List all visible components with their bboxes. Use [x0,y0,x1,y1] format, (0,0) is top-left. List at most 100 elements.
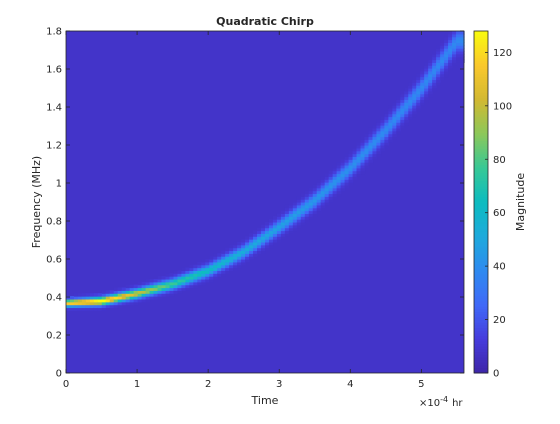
heatmap-cell [265,233,270,237]
colorbar-segment [474,244,488,248]
heatmap-cell [388,107,393,112]
heatmap-cell [149,290,155,294]
heatmap-cell [133,293,139,297]
heatmap-cell [328,184,334,189]
heatmap-cell [312,193,318,197]
heatmap-cell [368,127,374,132]
heatmap-cell [288,224,294,229]
colorbar-segment [474,167,488,171]
heatmap-cell [408,113,413,118]
heatmap-cell [384,125,389,129]
heatmap-cell [280,216,286,220]
heatmap-cell [165,293,171,297]
heatmap-cell [340,187,346,192]
heatmap-cell [432,68,437,72]
heatmap-cell [145,293,151,297]
heatmap-cell [356,142,362,146]
heatmap-cell [272,233,278,237]
heatmap-cell [396,102,401,106]
heatmap-cell [129,293,135,297]
heatmap-cell [276,219,282,223]
heatmap-cell [257,239,262,243]
heatmap-cell [348,182,354,186]
colorbar-segment [474,185,488,190]
heatmap-cell [245,259,250,263]
heatmap-cell [432,85,437,89]
heatmap-cell [388,136,393,140]
x-exponent-base: ×10 [419,398,440,409]
heatmap-cell [428,90,433,95]
heatmap-cell [241,250,246,254]
heatmap-cell [364,159,370,163]
heatmap-cell [428,62,433,66]
x-exponent-power: -4 [440,395,448,404]
heatmap-cell [261,239,266,243]
heatmap-cell [416,102,421,106]
heatmap-cell [312,207,318,212]
heatmap-cell [109,296,115,300]
heatmap-cell [257,244,262,249]
heatmap-cell [185,276,190,280]
heatmap-cell [340,162,346,166]
heatmap-cell [280,224,286,229]
heatmap-cell [416,79,421,83]
heatmap-cell [360,164,366,169]
heatmap-cell [137,290,143,294]
heatmap-cell [420,90,425,95]
heatmap-cell [245,239,250,243]
heatmap-cell [268,244,274,249]
heatmap-cell [272,241,278,246]
heatmap-cell [344,159,350,163]
heatmap-cell [372,139,378,143]
heatmap-cell [384,110,389,115]
heatmap-cell [296,221,302,226]
y-tick-label: 1.4 [46,103,62,114]
heatmap-cell [432,76,437,81]
heatmap-cell [137,287,143,291]
heatmap-cell [265,221,270,226]
heatmap-cell [288,213,294,217]
heatmap-cell [205,270,210,274]
heatmap-cell [420,96,425,100]
colorbar-segment [474,212,488,216]
heatmap-cell [348,170,354,175]
heatmap-cell [276,216,282,220]
colorbar-segment [474,39,488,43]
heatmap-cell [205,276,210,280]
heatmap-cell [452,56,457,61]
heatmap-cell [320,199,326,203]
heatmap-cell [229,250,234,254]
heatmap-cell [368,142,374,146]
heatmap-cell [105,304,111,309]
colorbar-segment [474,161,488,166]
heatmap-cell [444,62,449,66]
heatmap-cell [416,90,421,95]
heatmap-cell [420,102,425,106]
heatmap-cell [340,184,346,189]
heatmap-cell [380,127,385,132]
heatmap-cell [304,216,310,220]
colorbar-segment [474,68,488,72]
heatmap-cell [257,250,262,254]
heatmap-cell [452,39,457,43]
colorbar-segment [474,73,488,77]
heatmap-cell [241,241,246,246]
y-tick-label: 1.6 [46,65,62,76]
heatmap-cell [81,293,87,297]
heatmap-cell [392,107,397,112]
heatmap-cell [261,224,266,229]
heatmap-cell [432,65,437,69]
heatmap-cell [249,233,254,237]
heatmap-cell [420,85,425,89]
heatmap-cell [221,273,226,277]
heatmap-cell [336,167,342,172]
heatmap-cell [181,281,186,286]
colorbar-segment [474,284,488,288]
heatmap-cell [456,31,461,35]
heatmap-cell [320,187,326,192]
heatmap-cell [452,50,457,55]
heatmap-cell [69,296,75,300]
heatmap-cell [332,176,338,180]
heatmap-cell [356,156,362,160]
heatmap-cell [420,68,425,72]
